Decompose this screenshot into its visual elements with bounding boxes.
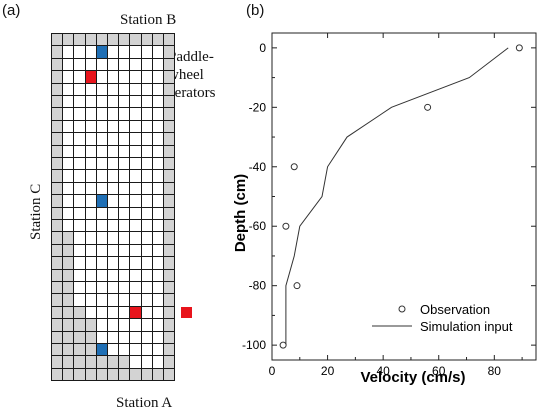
grid-cell <box>163 181 176 196</box>
legend-simulation-label: Simulation input <box>420 319 513 334</box>
observation-points <box>279 44 523 349</box>
observation-point <box>282 222 290 230</box>
grid-cell <box>163 194 176 208</box>
aerator-label-line-3: aerators <box>168 85 216 101</box>
grid-cell <box>163 293 176 307</box>
grid-cell <box>163 305 176 320</box>
grid-cell <box>163 57 176 72</box>
y-tick-label: -40 <box>249 160 267 174</box>
legend-observation-symbol <box>398 305 406 313</box>
simulation-input-line <box>285 47 509 346</box>
grid-cell <box>163 219 176 233</box>
grid-cell <box>163 355 176 369</box>
station-b-label: Station B <box>120 12 177 28</box>
grid-cell <box>163 132 176 146</box>
chart-axes <box>271 32 537 361</box>
x-axis-label: Velocity (cm/s) <box>360 369 465 386</box>
grid-cell <box>163 45 176 59</box>
grid-cell <box>163 70 176 84</box>
grid-cell <box>163 268 176 282</box>
y-tick-label: -80 <box>249 279 267 293</box>
grid-cell <box>163 119 176 134</box>
simulation-input-polyline <box>285 47 509 346</box>
plot-frame <box>271 32 537 361</box>
aerator-label-line-1: Paddle- <box>168 49 214 65</box>
grid-cell <box>163 318 176 332</box>
observation-point <box>279 341 287 349</box>
observation-point <box>515 44 523 52</box>
x-tick-label: 0 <box>269 364 276 378</box>
y-tick-label: 0 <box>259 41 266 55</box>
grid-cell <box>163 95 176 109</box>
grid-cell <box>163 330 176 344</box>
observation-point <box>293 282 301 290</box>
x-tick-label: 20 <box>321 364 335 378</box>
chart-ticks: 0 20 40 60 80 0 -20 -40 -60 -80 -100 <box>242 33 536 378</box>
observation-point <box>290 163 298 171</box>
y-tick-label: -20 <box>249 100 267 114</box>
grid-cell <box>163 256 176 270</box>
chart-legend: Observation Simulation input <box>372 302 513 334</box>
y-tick-label: -100 <box>242 338 266 352</box>
aerator-label: Paddle- wheel aerators <box>168 48 215 102</box>
y-tick-label: -60 <box>249 219 267 233</box>
grid-cell <box>163 231 176 245</box>
grid-cell <box>163 107 176 121</box>
paddlewheel-aerator-marker-outside <box>181 306 193 318</box>
grid-cell <box>163 343 176 357</box>
pond-grid <box>51 33 176 382</box>
station-a-label: Station A <box>116 395 173 411</box>
legend-observation-label: Observation <box>420 302 490 317</box>
aerator-label-line-2: wheel <box>168 67 204 83</box>
grid-cell <box>163 169 176 183</box>
grid-cell <box>163 281 176 295</box>
grid-cell <box>163 33 176 47</box>
x-tick-label: 40 <box>376 364 390 378</box>
grid-cell <box>163 157 176 171</box>
panel-b-label: (b) <box>246 2 265 19</box>
grid-cell <box>163 367 176 382</box>
station-c-label: Station C <box>28 183 44 240</box>
grid-cell <box>163 206 176 220</box>
x-tick-label: 60 <box>432 364 446 378</box>
grid-cell <box>163 144 176 158</box>
grid-cell <box>163 82 176 96</box>
x-tick-label: 80 <box>488 364 502 378</box>
grid-cell <box>163 243 176 258</box>
y-axis-label: Depth (cm) <box>232 174 249 252</box>
observation-point <box>424 103 432 111</box>
panel-a-label: (a) <box>2 2 21 19</box>
